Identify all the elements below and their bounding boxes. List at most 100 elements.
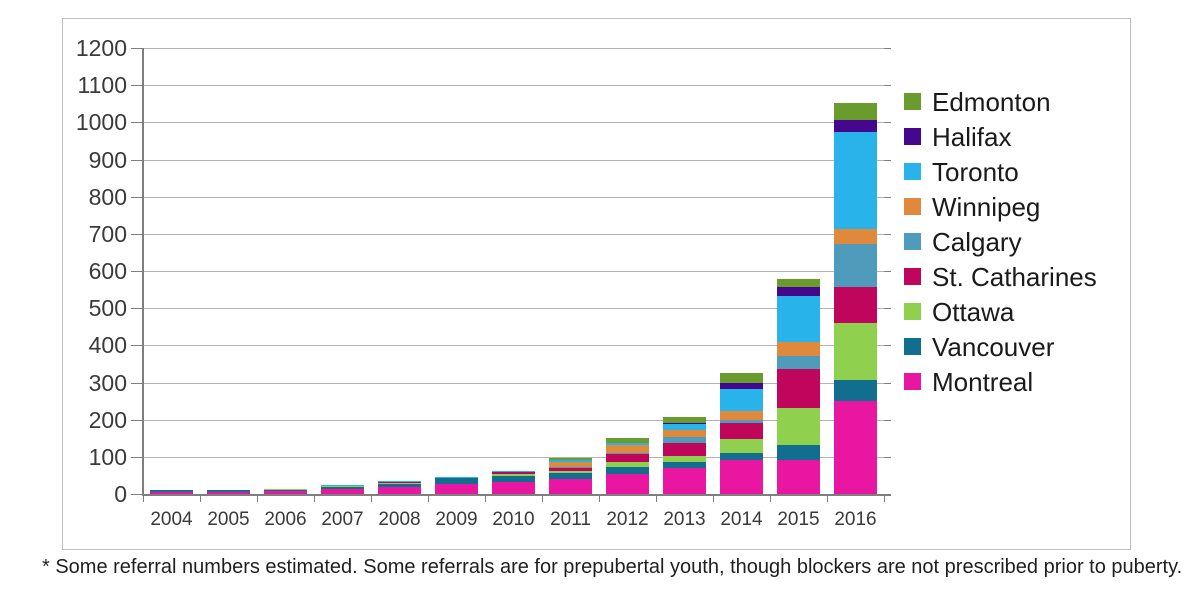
y-axis-label: 200: [88, 406, 127, 433]
legend-swatch-icon: [904, 268, 921, 285]
legend-swatch-icon: [904, 338, 921, 355]
bar-segment-calgary-2016: [834, 243, 877, 288]
y-right-tick: [884, 85, 891, 87]
bar-segment-st-catharines-2012: [606, 454, 649, 462]
legend: Edmonton Halifax Toronto Winnipeg Calgary St.…: [904, 84, 1097, 399]
bar-segment-st-catharines-2015: [777, 369, 820, 408]
x-tick: [770, 496, 771, 502]
legend-label: Calgary: [932, 226, 1022, 257]
bar-segment-montreal-2011: [549, 479, 592, 494]
bar-segment-st-catharines-2010: [492, 472, 535, 474]
legend-item-montreal: Montreal: [904, 364, 1097, 399]
x-axis-label: 2007: [321, 509, 364, 530]
bar-segment-winnipeg-2012: [606, 445, 649, 454]
x-tick: [656, 496, 657, 502]
bar-segment-vancouver-2010: [492, 475, 535, 483]
legend-item-winnipeg: Winnipeg: [904, 189, 1097, 224]
legend-swatch-icon: [904, 303, 921, 320]
bar-segment-ottawa-2009: [435, 477, 478, 479]
x-tick: [257, 496, 258, 502]
y-axis-label: 600: [88, 258, 127, 284]
x-tick: [884, 496, 885, 502]
x-axis-label: 2008: [378, 509, 421, 530]
bar-segment-toronto-2013: [663, 423, 706, 431]
legend-label: Winnipeg: [932, 191, 1041, 222]
legend-label: Halifax: [932, 121, 1012, 152]
bar-segment-montreal-2005: [207, 491, 250, 494]
bar-segment-st-catharines-2014: [720, 423, 763, 439]
y-left-tick: [131, 48, 143, 49]
bar-segment-montreal-2009: [435, 483, 478, 494]
y-axis-label: 700: [88, 220, 127, 247]
y-axis-label: 1100: [77, 72, 127, 99]
legend-label: Vancouver: [932, 331, 1055, 362]
y-right-tick: [884, 382, 891, 384]
x-tick: [599, 496, 600, 502]
bar-segment-montreal-2012: [606, 473, 649, 494]
y-right-tick: [884, 345, 891, 347]
bar-segment-montreal-2004: [150, 491, 193, 494]
footnote: * Some referral numbers estimated. Some …: [42, 556, 1183, 578]
bar-segment-montreal-2007: [321, 488, 364, 494]
legend-item-halifax: Halifax: [904, 119, 1097, 154]
bar-segment-st-catharines-2016: [834, 287, 877, 323]
x-tick: [371, 496, 372, 502]
y-axis-label: 900: [88, 146, 127, 173]
legend-item-calgary: Calgary: [904, 224, 1097, 259]
bar-segment-vancouver-2013: [663, 462, 706, 468]
bar-segment-montreal-2014: [720, 459, 763, 494]
y-left-tick: [131, 419, 143, 421]
gridline: [143, 382, 884, 384]
bar-segment-ottawa-2011: [549, 470, 592, 474]
legend-label: Edmonton: [932, 86, 1051, 117]
y-left-tick: [131, 345, 143, 347]
legend-item-vancouver: Vancouver: [904, 329, 1097, 364]
bar-segment-edmonton-2013: [663, 417, 706, 423]
legend-label: Toronto: [932, 156, 1019, 187]
y-right-tick: [884, 271, 891, 272]
bar-segment-edmonton-2015: [777, 279, 820, 288]
bar-segment-calgary-2013: [663, 437, 706, 443]
bar-segment-vancouver-2015: [777, 444, 820, 460]
y-left-tick: [131, 382, 143, 384]
bar-segment-vancouver-2006: [264, 489, 307, 491]
x-axis-label: 2005: [207, 509, 250, 530]
bar-segment-winnipeg-2013: [663, 430, 706, 438]
bar-segment-ottawa-2014: [720, 438, 763, 454]
y-axis-label: 300: [88, 369, 127, 396]
bar-segment-vancouver-2012: [606, 466, 649, 474]
bar-segment-st-catharines-2008: [378, 482, 421, 484]
y-right-tick: [884, 159, 891, 161]
bar-segment-halifax-2014: [720, 382, 763, 389]
bar-segment-toronto-2010: [492, 470, 535, 473]
bar-segment-halifax-2013: [663, 422, 706, 424]
y-axis-label: 800: [88, 183, 127, 210]
x-tick: [314, 496, 315, 502]
bar-segment-ottawa-2012: [606, 461, 649, 467]
y-right-tick: [884, 48, 891, 49]
bar-segment-ottawa-2015: [777, 407, 820, 445]
bar-segment-ottawa-2013: [663, 456, 706, 463]
gridline: [143, 456, 884, 458]
x-axis-label: 2013: [663, 509, 706, 530]
bar-segment-toronto-2008: [378, 481, 421, 483]
bar-segment-st-catharines-2013: [663, 442, 706, 457]
x-axis-label: 2015: [777, 509, 820, 530]
gridline: [143, 345, 884, 347]
y-axis-label: 0: [114, 481, 127, 507]
bar-segment-calgary-2015: [777, 356, 820, 370]
bar-segment-winnipeg-2011: [549, 462, 592, 468]
bar-segment-ottawa-2016: [834, 322, 877, 380]
y-right-tick: [884, 233, 891, 235]
y-axis-line: [142, 48, 144, 494]
y-right-tick: [884, 122, 891, 124]
bar-segment-calgary-2012: [606, 453, 649, 455]
legend-label: Montreal: [932, 366, 1034, 397]
y-axis-label: 1000: [75, 109, 127, 136]
legend-swatch-icon: [904, 233, 921, 250]
gridline: [143, 308, 884, 310]
bar-segment-winnipeg-2015: [777, 341, 820, 357]
y-axis-label: 100: [88, 443, 127, 470]
legend-label: St. Catharines: [932, 261, 1097, 292]
x-tick: [713, 496, 714, 502]
